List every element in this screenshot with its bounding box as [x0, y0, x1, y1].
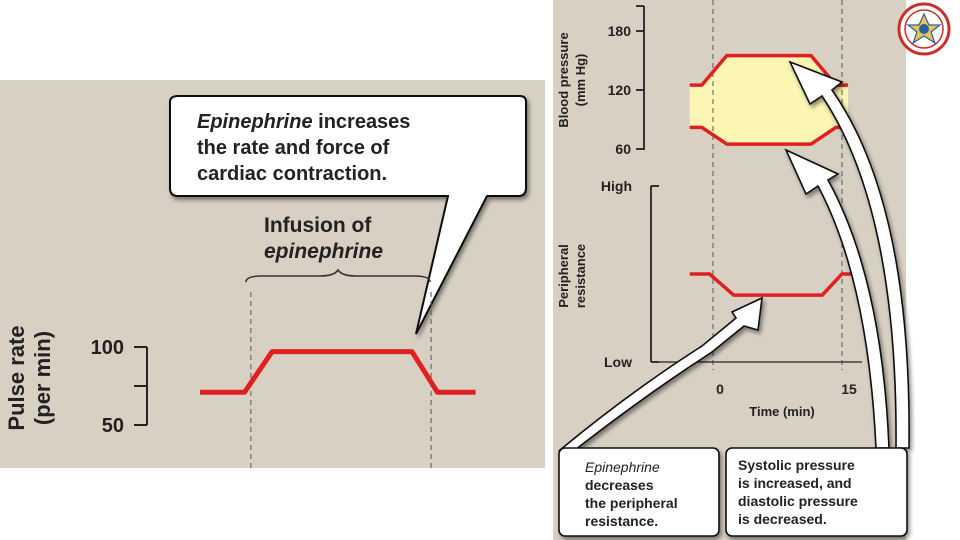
infusion-label-line2: epinephrine — [264, 240, 383, 263]
pulse-ylabel-line1: Pulse rate — [4, 325, 29, 430]
resistance-y-axis: High Low — [601, 178, 659, 370]
bp-ylabel-line2: (mm Hg) — [573, 54, 588, 107]
infusion-label-line1: Infusion of — [264, 214, 372, 237]
pulse-rate-line — [200, 349, 476, 395]
time-xlabel: Time (min) — [749, 404, 815, 419]
bp-ylabel-line1: Blood pressure — [556, 32, 571, 127]
resistance-callout-line2: decreases — [585, 477, 654, 493]
infusion-window-lines — [250, 292, 432, 468]
resistance-callout-line1: Epinephrine — [585, 459, 660, 475]
university-seal-icon — [897, 2, 951, 56]
pr-ylabel-line1: Peripheral — [556, 244, 571, 308]
bp-tick-label: 60 — [615, 141, 631, 157]
pulse-tick-label: 50 — [102, 415, 124, 437]
pulse-tick-label: 100 — [91, 337, 124, 359]
peripheral-resistance-series — [689, 272, 861, 297]
time-tick-label: 0 — [716, 381, 724, 397]
left-callout-line2: the rate and force of — [197, 137, 390, 159]
pulse-y-axis: 100 50 — [91, 337, 148, 437]
time-reference-lines — [712, 0, 843, 370]
pulse-rate-series — [200, 349, 476, 395]
pressure-callout-line2: is increased, and — [738, 475, 852, 491]
left-callout-line3: cardiac contraction. — [197, 163, 387, 185]
left-callout-bubble — [169, 95, 527, 335]
pr-tick-label: Low — [604, 354, 632, 370]
infusion-brace — [245, 268, 431, 283]
resistance-callout-line3: the peripheral — [585, 495, 678, 511]
pressure-callout-box — [725, 447, 908, 537]
pr-tick-label: High — [601, 178, 632, 194]
pressure-callout-line1: Systolic pressure — [738, 457, 855, 473]
pressure-callout-line3: diastolic pressure — [738, 493, 858, 509]
pressure-callout-line4: is decreased. — [738, 511, 827, 527]
bp-tick-label: 120 — [608, 82, 632, 98]
arrow-to-systolic — [788, 60, 910, 449]
bp-tick-label: 180 — [608, 23, 632, 39]
blood-pressure-y-axis: 180 120 60 — [608, 5, 645, 157]
pr-ylabel-line2: resistance — [573, 244, 588, 308]
pulse-ylabel-line2: (per min) — [30, 331, 55, 425]
time-tick-label: 15 — [841, 381, 857, 397]
left-callout-line1: Epinephrine increases — [197, 111, 410, 133]
resistance-callout-box — [558, 447, 720, 537]
peripheral-resistance-line — [689, 272, 861, 297]
resistance-callout-line4: resistance. — [585, 513, 658, 529]
diastolic-pressure-line — [689, 125, 849, 146]
arrow-to-diastolic — [784, 148, 890, 449]
